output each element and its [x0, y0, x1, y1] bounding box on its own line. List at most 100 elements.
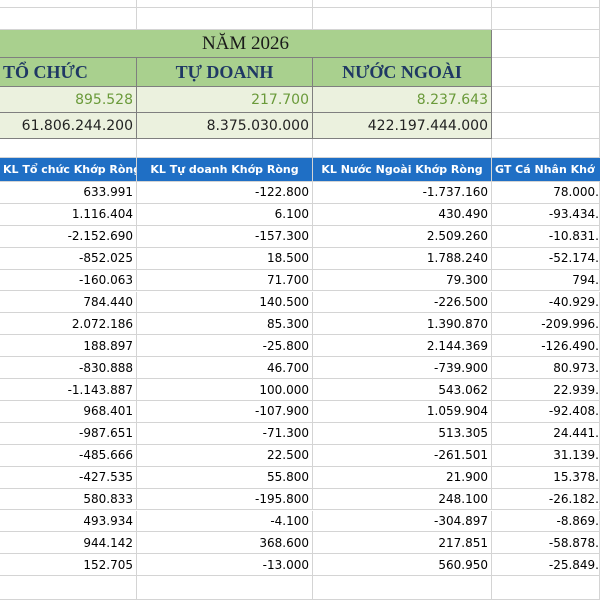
data-cell[interactable]: 55.800 — [137, 466, 313, 489]
cell[interactable] — [492, 139, 600, 158]
cell[interactable] — [492, 576, 600, 600]
cell[interactable] — [492, 58, 600, 87]
cell[interactable] — [492, 87, 600, 113]
data-cell[interactable]: -4.100 — [137, 510, 313, 533]
cell[interactable] — [313, 139, 492, 158]
data-cell[interactable]: -40.929. — [492, 291, 600, 314]
data-cell[interactable]: 784.440 — [0, 291, 137, 314]
data-cell[interactable]: 2.072.186 — [0, 313, 137, 336]
data-cell[interactable]: 6.100 — [137, 203, 313, 226]
data-cell[interactable]: 633.991 — [0, 182, 137, 204]
data-cell[interactable]: 21.900 — [313, 466, 492, 489]
data-cell[interactable]: -52.174. — [492, 247, 600, 270]
data-cell[interactable]: -2.152.690 — [0, 225, 137, 248]
data-cell[interactable]: -1.737.160 — [313, 182, 492, 204]
data-cell[interactable]: 140.500 — [137, 291, 313, 314]
cell[interactable] — [313, 0, 492, 8]
data-cell[interactable]: -13.000 — [137, 554, 313, 577]
column-header[interactable]: GT Cá Nhân Khớ — [492, 158, 600, 182]
column-header[interactable]: KL Tự doanh Khớp Ròng — [137, 158, 313, 182]
data-cell[interactable]: 31.139. — [492, 444, 600, 467]
data-cell[interactable]: -830.888 — [0, 357, 137, 380]
data-cell[interactable]: -126.490. — [492, 335, 600, 358]
value-total[interactable]: 61.806.244.200 — [0, 113, 137, 139]
data-cell[interactable]: -58.878. — [492, 532, 600, 555]
volume-total[interactable]: 8.237.643 — [313, 87, 492, 113]
data-cell[interactable]: 217.851 — [313, 532, 492, 555]
data-cell[interactable]: -304.897 — [313, 510, 492, 533]
column-header[interactable]: KL Tổ chức Khớp Ròng — [0, 158, 137, 182]
data-cell[interactable]: 968.401 — [0, 401, 137, 423]
group-header[interactable]: TỰ DOANH — [137, 58, 313, 87]
data-cell[interactable]: 78.000. — [492, 182, 600, 204]
cell[interactable] — [313, 8, 492, 30]
data-cell[interactable]: 1.116.404 — [0, 203, 137, 226]
data-cell[interactable]: -92.408. — [492, 401, 600, 423]
group-header[interactable]: TỔ CHỨC — [0, 58, 137, 87]
data-cell[interactable]: 18.500 — [137, 247, 313, 270]
data-cell[interactable]: -739.900 — [313, 357, 492, 380]
data-cell[interactable]: 580.833 — [0, 488, 137, 511]
data-cell[interactable]: 79.300 — [313, 269, 492, 292]
data-cell[interactable]: -195.800 — [137, 488, 313, 511]
data-cell[interactable]: -26.182. — [492, 488, 600, 511]
data-cell[interactable]: 46.700 — [137, 357, 313, 380]
cell[interactable] — [492, 113, 600, 139]
volume-total[interactable]: 217.700 — [137, 87, 313, 113]
data-cell[interactable]: 543.062 — [313, 379, 492, 401]
cell[interactable] — [0, 139, 137, 158]
value-total[interactable]: 8.375.030.000 — [137, 113, 313, 139]
data-cell[interactable]: 85.300 — [137, 313, 313, 336]
data-cell[interactable]: 15.378. — [492, 466, 600, 489]
cell[interactable] — [492, 30, 600, 58]
data-cell[interactable]: 2.509.260 — [313, 225, 492, 248]
data-cell[interactable]: -122.800 — [137, 182, 313, 204]
data-cell[interactable]: 100.000 — [137, 379, 313, 401]
data-cell[interactable]: 80.973. — [492, 357, 600, 380]
data-cell[interactable]: 248.100 — [313, 488, 492, 511]
data-cell[interactable]: 1.788.240 — [313, 247, 492, 270]
data-cell[interactable]: -107.900 — [137, 401, 313, 423]
data-cell[interactable]: 2.144.369 — [313, 335, 492, 358]
cell[interactable] — [137, 576, 313, 600]
year-title[interactable]: NĂM 2026 — [0, 30, 492, 58]
data-cell[interactable]: 24.441. — [492, 422, 600, 445]
data-cell[interactable]: 368.600 — [137, 532, 313, 555]
data-cell[interactable]: 430.490 — [313, 203, 492, 226]
data-cell[interactable]: -8.869. — [492, 510, 600, 533]
data-cell[interactable]: 944.142 — [0, 532, 137, 555]
value-total[interactable]: 422.197.444.000 — [313, 113, 492, 139]
cell[interactable] — [137, 0, 313, 8]
data-cell[interactable]: 188.897 — [0, 335, 137, 358]
data-cell[interactable]: -157.300 — [137, 225, 313, 248]
data-cell[interactable]: 493.934 — [0, 510, 137, 533]
data-cell[interactable]: 152.705 — [0, 554, 137, 577]
data-cell[interactable]: 1.059.904 — [313, 401, 492, 423]
data-cell[interactable]: -226.500 — [313, 291, 492, 314]
data-cell[interactable]: 22.500 — [137, 444, 313, 467]
data-cell[interactable]: 560.950 — [313, 554, 492, 577]
data-cell[interactable]: -987.651 — [0, 422, 137, 445]
data-cell[interactable]: -261.501 — [313, 444, 492, 467]
data-cell[interactable]: -852.025 — [0, 247, 137, 270]
data-cell[interactable]: -25.800 — [137, 335, 313, 358]
data-cell[interactable]: 71.700 — [137, 269, 313, 292]
data-cell[interactable]: -25.849. — [492, 554, 600, 577]
data-cell[interactable]: -209.996. — [492, 313, 600, 336]
data-cell[interactable]: -71.300 — [137, 422, 313, 445]
cell[interactable] — [137, 8, 313, 30]
data-cell[interactable]: -485.666 — [0, 444, 137, 467]
data-cell[interactable]: -160.063 — [0, 269, 137, 292]
data-cell[interactable]: -93.434. — [492, 203, 600, 226]
cell[interactable] — [0, 0, 137, 8]
data-cell[interactable]: 22.939. — [492, 379, 600, 401]
cell[interactable] — [0, 8, 137, 30]
cell[interactable] — [0, 576, 137, 600]
data-cell[interactable]: 513.305 — [313, 422, 492, 445]
cell[interactable] — [492, 8, 600, 30]
data-cell[interactable]: -1.143.887 — [0, 379, 137, 401]
cell[interactable] — [492, 0, 600, 8]
data-cell[interactable]: 1.390.870 — [313, 313, 492, 336]
volume-total[interactable]: 895.528 — [0, 87, 137, 113]
data-cell[interactable]: 794. — [492, 269, 600, 292]
